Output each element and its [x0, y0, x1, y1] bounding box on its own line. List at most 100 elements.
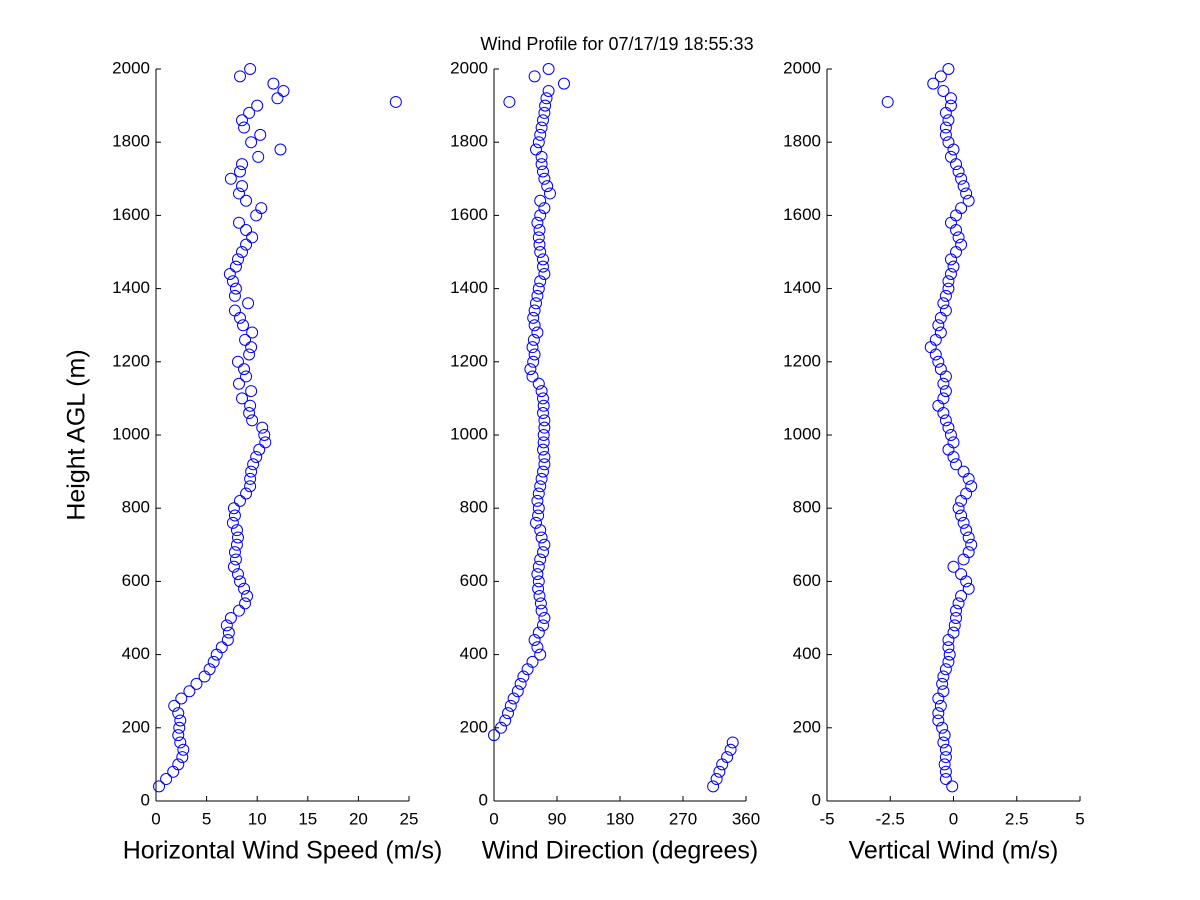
- point: [947, 626, 960, 639]
- point: [174, 736, 187, 749]
- point: [233, 494, 246, 507]
- point: [960, 575, 973, 588]
- point: [238, 582, 251, 595]
- point: [167, 765, 180, 778]
- point: [277, 84, 290, 97]
- y-tick-label: 1800: [783, 132, 821, 151]
- point: [256, 421, 269, 434]
- point: [530, 297, 542, 310]
- point: [233, 575, 246, 588]
- point: [944, 216, 957, 229]
- point: [173, 721, 186, 734]
- point: [537, 619, 549, 632]
- point: [542, 84, 555, 97]
- point: [255, 202, 268, 215]
- y-tick-label: 1600: [783, 205, 821, 224]
- point: [934, 326, 947, 339]
- x-tick-label: 25: [400, 809, 419, 828]
- point: [932, 355, 945, 368]
- point: [236, 392, 249, 405]
- point: [710, 773, 723, 786]
- point: [224, 172, 237, 185]
- point: [952, 231, 965, 244]
- point: [962, 531, 975, 544]
- point: [943, 648, 956, 661]
- point: [222, 626, 235, 639]
- point: [538, 202, 551, 215]
- point: [726, 736, 739, 749]
- x-tick-label: 0: [949, 809, 958, 828]
- point: [950, 158, 963, 171]
- y-tick-label: 1600: [112, 205, 150, 224]
- point: [229, 260, 242, 273]
- point: [936, 721, 949, 734]
- point: [535, 150, 548, 163]
- x-axis-label: Vertical Wind (m/s): [849, 837, 1059, 865]
- point: [526, 370, 539, 383]
- point: [232, 187, 245, 200]
- point: [544, 187, 556, 200]
- point: [514, 677, 527, 690]
- point: [944, 92, 957, 105]
- y-tick-label: 600: [122, 571, 150, 590]
- point: [942, 421, 955, 434]
- point: [227, 560, 240, 573]
- point: [231, 355, 244, 368]
- point: [537, 465, 549, 478]
- point: [540, 92, 553, 105]
- point: [243, 106, 256, 119]
- point: [937, 377, 950, 390]
- point: [533, 590, 546, 603]
- point: [174, 714, 187, 727]
- y-axis-label: Height AGL (m): [63, 349, 91, 520]
- point: [939, 106, 952, 119]
- point: [535, 604, 548, 617]
- point: [240, 238, 253, 251]
- point: [530, 516, 542, 529]
- y-tick-label: 1200: [450, 351, 488, 370]
- point: [537, 253, 549, 266]
- point: [939, 663, 952, 676]
- point: [937, 685, 950, 698]
- point: [942, 633, 955, 646]
- point: [528, 319, 541, 332]
- point: [537, 260, 549, 273]
- point: [950, 458, 963, 471]
- y-tick-label: 200: [122, 717, 150, 736]
- point: [233, 165, 246, 178]
- point: [538, 538, 551, 551]
- x-tick-label: 10: [248, 809, 267, 828]
- point: [532, 282, 545, 295]
- point: [537, 114, 549, 127]
- point: [532, 231, 545, 244]
- point: [237, 319, 250, 332]
- point: [534, 194, 547, 207]
- point: [172, 707, 185, 720]
- y-tick-label: 1000: [112, 424, 150, 443]
- x-tick-label: 0: [151, 809, 160, 828]
- y-tick-label: 0: [812, 790, 821, 809]
- point: [707, 780, 720, 793]
- point: [535, 385, 548, 398]
- point: [532, 377, 545, 390]
- point: [947, 143, 960, 156]
- point: [220, 619, 233, 632]
- point: [532, 509, 545, 522]
- point: [952, 597, 965, 610]
- point: [534, 209, 547, 222]
- y-tick-label: 0: [479, 790, 488, 809]
- point: [558, 77, 570, 90]
- point: [532, 582, 545, 595]
- point: [252, 150, 265, 163]
- point: [499, 714, 512, 727]
- point: [960, 487, 973, 500]
- point: [939, 751, 952, 764]
- point: [929, 333, 942, 346]
- y-tick-label: 1200: [783, 351, 821, 370]
- point: [944, 150, 957, 163]
- point: [955, 590, 968, 603]
- point: [243, 348, 256, 361]
- point: [250, 450, 263, 463]
- point: [504, 699, 517, 712]
- point: [942, 655, 955, 668]
